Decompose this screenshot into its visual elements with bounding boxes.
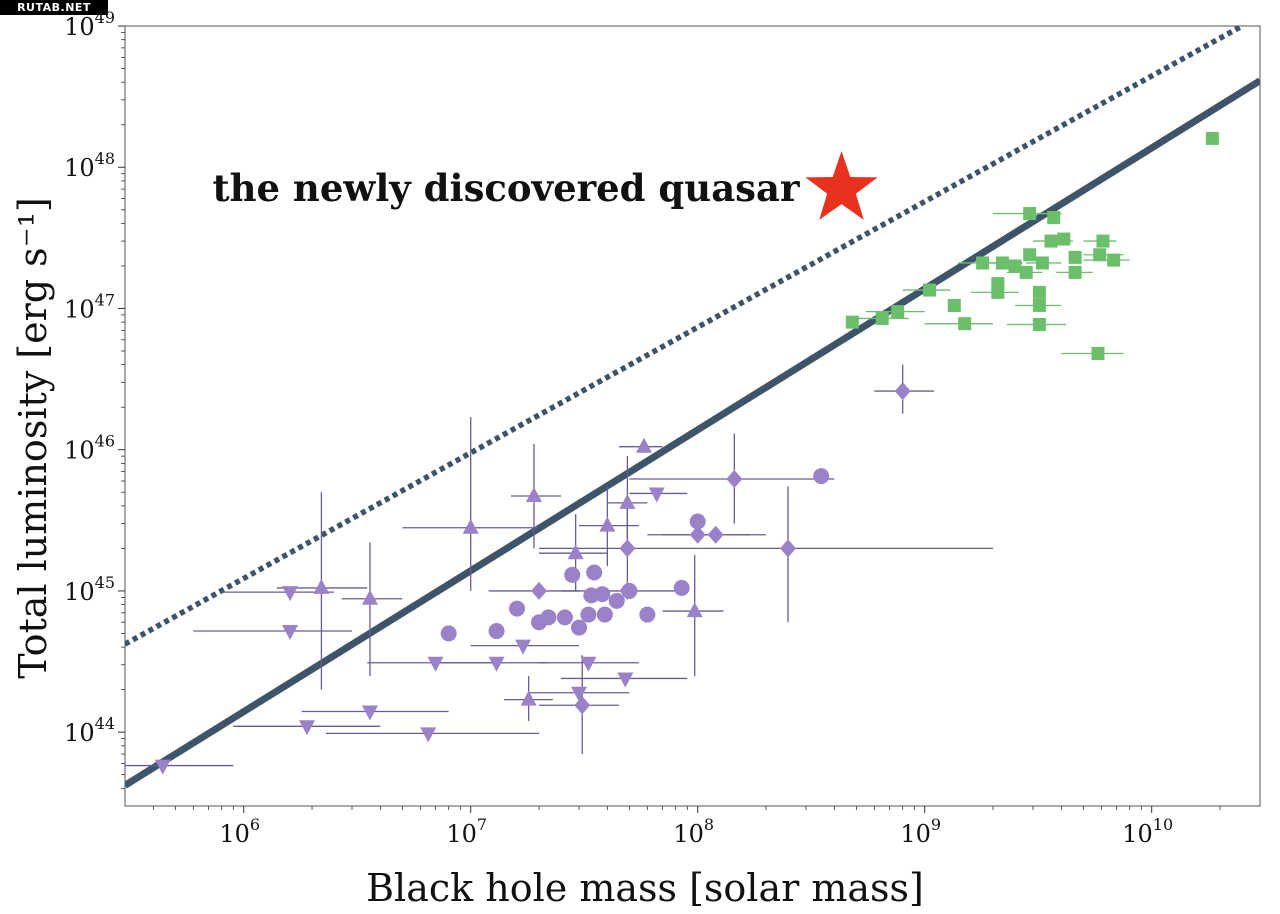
square-marker [1008,259,1022,273]
diamond-marker [726,470,743,489]
square-marker [1107,253,1121,267]
x-tick-label: 107 [446,815,487,848]
circle-marker [596,606,613,623]
square-marker [1057,232,1071,246]
triangle-down-marker [488,656,505,672]
triangle-down-marker [515,639,532,655]
circle-marker [639,606,656,623]
square-marker [976,256,990,270]
circle-marker [813,468,830,485]
circle-marker [608,592,625,609]
watermark: RUTAB.NET [0,0,108,15]
circle-marker [564,566,581,583]
y-axis-label: Total luminosity [erg s⁻¹] [11,197,55,679]
square-marker [923,283,937,297]
diamond-marker [619,581,636,600]
triangle-up-marker [686,602,703,618]
y-tick-label: 1045 [64,573,115,606]
x-axis-label: Black hole mass [solar mass] [366,866,924,910]
diamond-marker [689,525,706,544]
y-tick-label: 1049 [64,8,115,41]
square-marker [991,285,1005,299]
square-marker [1091,346,1105,360]
triangle-up-marker [525,487,542,503]
square-marker [1032,285,1046,299]
circle-marker [509,600,526,617]
square-marker [1068,250,1082,264]
y-tick-label: 1046 [64,432,115,465]
square-marker [1044,234,1058,248]
square-marker [1205,131,1219,145]
triangle-up-marker [462,518,479,534]
diamond-marker [574,696,591,715]
circle-marker [531,614,548,631]
square-marker [1047,211,1061,225]
triangle-up-marker [599,516,616,532]
square-marker [891,305,905,319]
diamond-marker [780,539,797,558]
data-markers [154,131,1219,775]
square-marker [995,256,1009,270]
square-marker [1019,265,1033,279]
x-tick-label: 106 [219,815,260,848]
x-tick-label: 109 [900,815,941,848]
triangle-down-marker [617,672,634,688]
square-marker [845,315,859,329]
quasar-annotation: the newly discovered quasar [213,166,800,210]
plot-border [124,25,1261,807]
triangle-down-marker [580,656,597,672]
y-tick-label: 1048 [64,149,115,182]
reference-lines [125,26,1260,789]
triangle-up-marker [520,690,537,706]
square-marker [958,317,972,331]
circle-marker [673,579,690,596]
triangle-up-marker [619,493,636,509]
square-marker [1035,256,1049,270]
triangle-down-marker [648,487,665,503]
circle-marker [571,619,587,636]
triangle-down-marker [427,656,444,672]
solid-reference-line [125,77,1260,789]
triangle-up-marker [635,437,652,453]
diamond-marker [707,525,724,544]
x-tick-label: 108 [673,815,714,848]
triangle-up-marker [567,544,584,560]
triangle-down-marker [361,705,378,721]
circle-marker [580,606,597,623]
y-tick-label: 1047 [64,290,115,323]
square-marker [947,298,961,312]
square-marker [1023,248,1037,262]
circle-marker [488,623,505,640]
square-marker [1096,234,1110,248]
square-marker [1023,207,1037,221]
circle-marker [440,625,457,642]
circle-marker [689,513,706,530]
diamond-marker [531,581,548,600]
square-marker [1068,265,1082,279]
axis-ticks: 106 107 108 109 1010 1044 1045 1046 1047 1048 1049 [64,8,1221,848]
square-marker [875,311,889,325]
square-marker [1093,248,1107,262]
star-marker [805,151,878,220]
triangle-down-marker [571,686,587,702]
triangle-up-marker [361,589,378,605]
triangle-down-marker [154,759,171,775]
plot-frame [124,25,1261,807]
circle-marker [556,609,573,626]
circle-marker [586,564,603,581]
circle-marker [583,587,600,604]
x-tick-label: 1010 [1122,815,1173,848]
diamond-marker [619,539,636,558]
dotted-reference-line [125,26,1244,647]
square-marker [1032,298,1046,312]
triangle-down-marker [420,727,437,743]
triangle-down-marker [282,586,299,602]
triangle-down-marker [282,625,299,641]
triangle-down-marker [298,720,315,736]
triangle-up-marker [313,578,330,594]
y-tick-label: 1044 [64,714,115,747]
diamond-marker [894,382,911,401]
square-marker [1032,317,1046,331]
